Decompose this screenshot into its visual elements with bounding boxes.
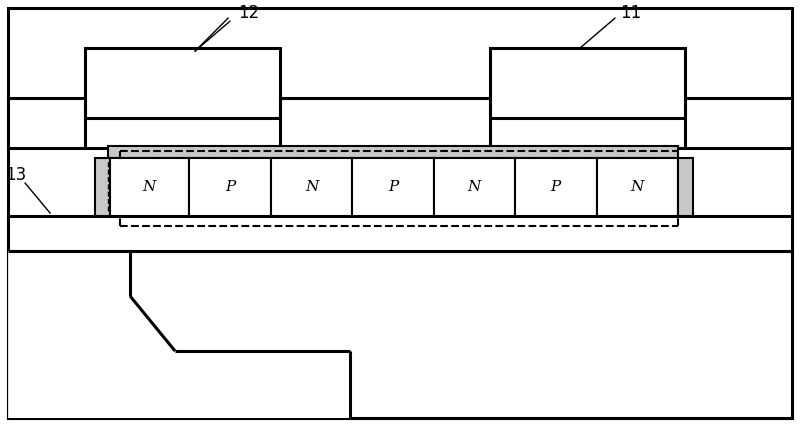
- Text: N: N: [305, 180, 318, 194]
- Text: N: N: [468, 180, 481, 194]
- Bar: [85, 48, 280, 118]
- Bar: [95, 158, 110, 216]
- Text: P: P: [550, 180, 561, 194]
- Bar: [190, 158, 271, 216]
- Text: 12: 12: [238, 4, 259, 22]
- Polygon shape: [8, 251, 350, 418]
- Bar: [8, 251, 792, 418]
- Bar: [108, 146, 678, 158]
- Bar: [8, 216, 792, 251]
- Text: 11: 11: [620, 4, 641, 22]
- Bar: [678, 158, 693, 216]
- Text: P: P: [225, 180, 235, 194]
- Bar: [271, 158, 352, 216]
- Bar: [352, 158, 434, 216]
- Bar: [8, 98, 792, 148]
- Bar: [434, 158, 515, 216]
- Text: N: N: [630, 180, 644, 194]
- Bar: [108, 158, 190, 216]
- Text: P: P: [388, 180, 398, 194]
- Text: N: N: [142, 180, 155, 194]
- Text: 13: 13: [5, 166, 26, 184]
- Bar: [597, 158, 678, 216]
- Bar: [490, 48, 685, 118]
- Bar: [515, 158, 597, 216]
